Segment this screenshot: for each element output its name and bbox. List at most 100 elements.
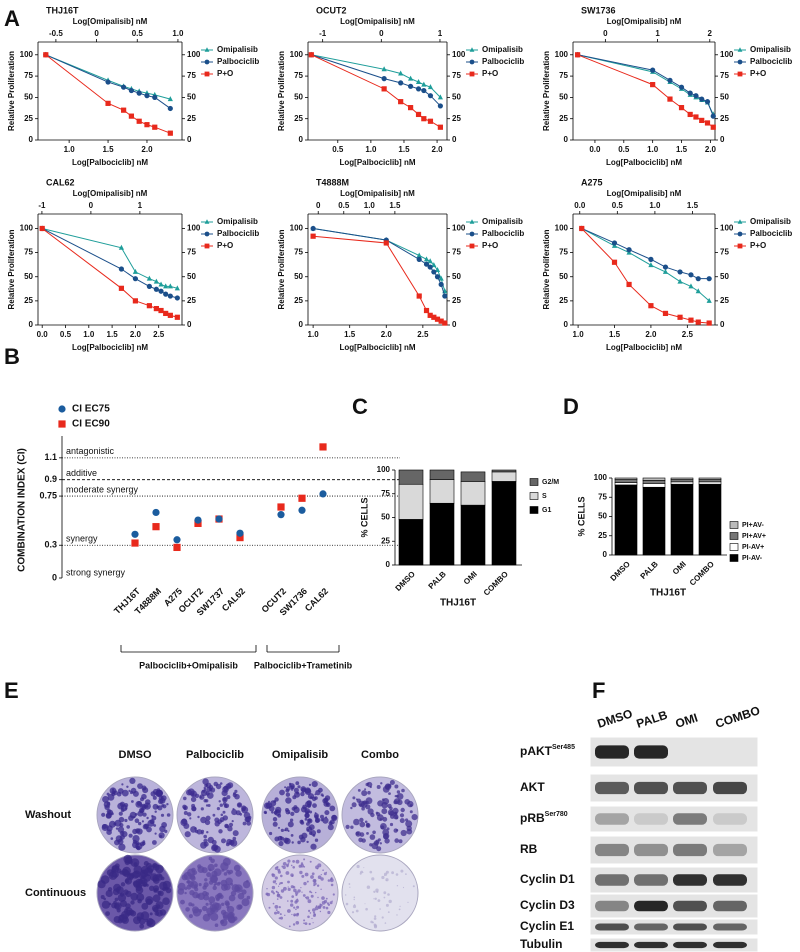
colony — [106, 829, 112, 835]
colony-plate — [261, 776, 339, 854]
row-label: Continuous — [25, 887, 86, 899]
colony — [146, 826, 152, 833]
colony — [331, 814, 338, 822]
x-tick-label: PALB — [427, 569, 449, 591]
colony — [141, 820, 144, 823]
colony — [398, 908, 401, 911]
panel-label: C — [352, 394, 368, 419]
colony — [220, 813, 224, 817]
colony — [136, 893, 145, 902]
colony — [380, 782, 383, 785]
colony — [108, 902, 112, 906]
row-label-main: Cyclin E1 — [520, 919, 574, 933]
colony — [225, 842, 230, 847]
colony — [278, 840, 284, 847]
y2-tick-label: 100 — [452, 224, 466, 233]
chart-title: THJ16T — [46, 5, 79, 15]
x-tick-label: 1.0 — [308, 330, 320, 339]
colony — [350, 806, 353, 810]
marker — [128, 87, 135, 94]
colony — [149, 885, 155, 891]
reference-label: additive — [66, 468, 97, 478]
colony — [199, 794, 205, 800]
colony — [189, 817, 192, 820]
colony — [293, 805, 298, 810]
x2-tick-label: 1.0 — [172, 29, 184, 38]
y-tick-label: 100 — [290, 50, 304, 59]
colony — [407, 901, 409, 904]
colony — [395, 816, 399, 820]
marker — [381, 66, 387, 72]
marker — [677, 314, 683, 320]
colony — [316, 884, 320, 887]
colony — [156, 788, 161, 792]
marker — [167, 105, 173, 112]
x-tick-label: 1.5 — [609, 330, 621, 339]
colony — [327, 879, 331, 882]
colony — [119, 801, 125, 807]
marker — [695, 276, 701, 282]
marker — [163, 283, 169, 289]
colony — [306, 880, 309, 883]
marker — [121, 84, 127, 90]
colony — [297, 889, 301, 893]
colony — [353, 818, 360, 826]
x-tick-label: 1.0 — [64, 145, 76, 154]
colony — [146, 816, 149, 820]
legend-marker — [58, 420, 66, 428]
colony — [287, 830, 290, 832]
x-tick-label: 1.0 — [647, 145, 659, 154]
marker — [153, 278, 159, 284]
colony — [297, 785, 301, 789]
marker — [173, 543, 181, 552]
y-tick-label: 0 — [299, 135, 304, 144]
colony — [268, 906, 271, 909]
colony — [117, 893, 127, 902]
colony — [302, 894, 306, 897]
colony — [113, 916, 121, 923]
colony — [149, 912, 153, 916]
bar-segment — [614, 477, 638, 480]
colony — [272, 821, 278, 827]
colony — [183, 823, 190, 829]
x2-axis-label: Log[Omipalisib] nM — [340, 17, 415, 26]
legend-marker — [204, 47, 210, 52]
colony — [141, 902, 149, 910]
colony — [330, 878, 333, 881]
y-tick-label: 25 — [559, 114, 568, 123]
marker — [416, 293, 422, 299]
y-tick-label: 0 — [386, 560, 391, 569]
colony — [185, 907, 190, 912]
colony — [118, 816, 125, 823]
colony — [300, 791, 305, 797]
y-axis-label: COMBINATION INDEX (CI) — [17, 448, 28, 572]
column-label: Palbociclib — [186, 749, 244, 761]
marker — [152, 508, 160, 517]
colony — [381, 802, 388, 809]
colony — [325, 897, 328, 900]
colony — [141, 804, 146, 809]
marker — [427, 84, 434, 90]
row-label: RB — [520, 842, 538, 856]
colony — [316, 868, 319, 870]
y-tick-label: 25 — [294, 114, 303, 123]
marker — [152, 523, 160, 531]
colony — [381, 916, 384, 919]
band — [673, 941, 707, 949]
colony — [219, 782, 223, 785]
colony — [355, 798, 358, 801]
legend-marker — [204, 219, 210, 224]
legend-label: PI-AV- — [742, 555, 763, 562]
colony — [400, 869, 404, 873]
marker — [152, 124, 158, 130]
x-tick-label: 1.0 — [573, 330, 585, 339]
marker — [667, 77, 673, 83]
row-label: Cyclin D1 — [520, 872, 575, 886]
colony — [154, 810, 157, 813]
marker — [431, 314, 437, 320]
colony — [237, 892, 245, 900]
colony — [363, 867, 365, 869]
band — [595, 813, 629, 825]
colony — [220, 919, 225, 925]
bar-segment — [642, 480, 666, 484]
